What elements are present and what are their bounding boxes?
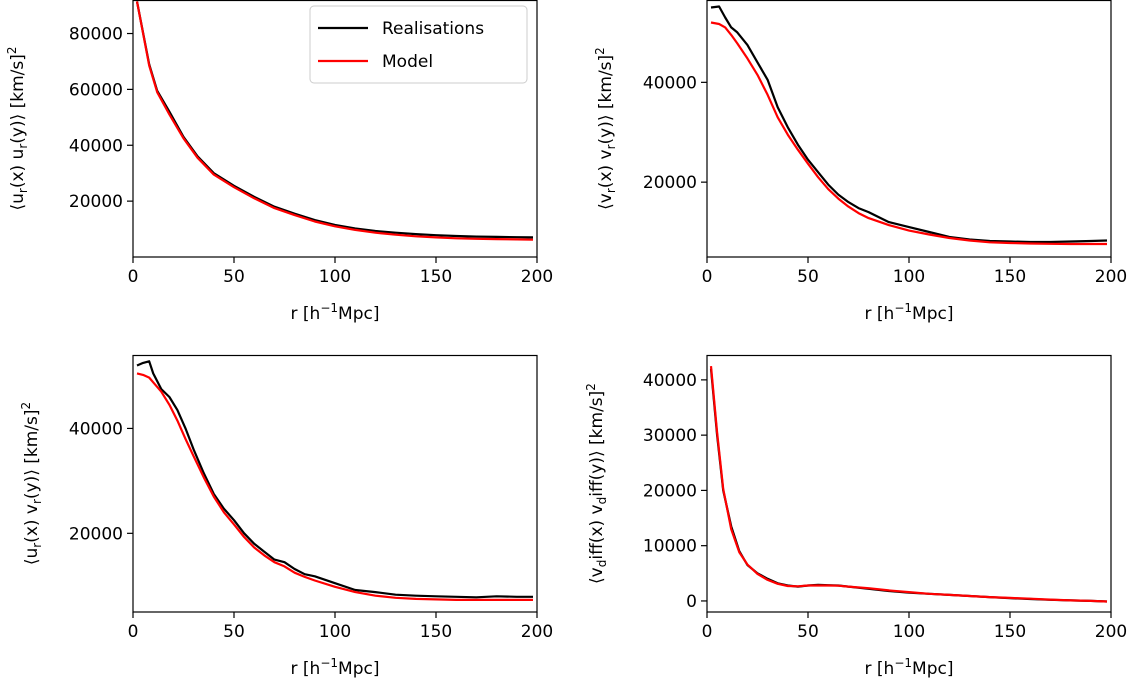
x-axis-label: r [h−1Mpc]: [291, 301, 380, 324]
subplot-4: 0 50 100 150 200 0 10000 20000 30000 40000 r [h−1M…: [584, 354, 1127, 679]
y-tick-label: 40000: [69, 419, 123, 439]
axes-frame: [706, 354, 1112, 613]
y-tick-label: 80000: [69, 25, 123, 45]
y-tick-label: 40000: [643, 371, 697, 391]
y-axis-label: ⟨ur(x) vr(y)⟩ [km/s]2: [19, 402, 44, 565]
x-tick-label: 200: [1095, 267, 1127, 287]
y-axis-label: ⟨vr(x) vr(y)⟩ [km/s]2: [593, 47, 618, 210]
x-tick-label: 200: [1095, 622, 1127, 642]
x-axis-label: r [h−1Mpc]: [865, 656, 954, 679]
subplot-1: 0 50 100 150 200 20000 40000 60000 80000 r [h−1Mp…: [5, 0, 553, 324]
x-tick-label: 100: [319, 622, 351, 642]
x-tick-label: 200: [521, 622, 553, 642]
x-tick-label: 0: [702, 267, 713, 287]
x-tick-label: 150: [420, 267, 452, 287]
x-tick-label: 50: [223, 622, 245, 642]
y-tick-label: 60000: [69, 80, 123, 100]
legend-box: [309, 5, 528, 84]
x-tick-label: 150: [420, 622, 452, 642]
y-axis-label: ⟨vdiff(x) vdiff(y)⟩ [km/s]2: [584, 383, 609, 584]
x-tick-label: 0: [702, 622, 713, 642]
axes-frame: [706, 0, 1112, 258]
x-tick-label: 0: [128, 622, 139, 642]
x-axis-label: r [h−1Mpc]: [865, 301, 954, 324]
y-tick-label: 40000: [69, 136, 123, 156]
y-tick-label: 20000: [643, 481, 697, 501]
x-tick-label: 0: [128, 267, 139, 287]
y-tick-label: 30000: [643, 426, 697, 446]
legend-label-realisations: Realisations: [382, 19, 484, 39]
x-axis-label: r [h−1Mpc]: [291, 656, 380, 679]
y-tick-label: 20000: [643, 173, 697, 193]
y-tick-label: 20000: [69, 524, 123, 544]
series-line-realisations: [710, 5, 1108, 244]
axes-frame: [132, 354, 538, 613]
legend-label-model: Model: [382, 52, 433, 72]
subplot-2: 0 50 100 150 200 20000 40000 r [h−1Mpc] ⟨vr(x) v…: [593, 0, 1127, 324]
x-tick-label: 200: [521, 267, 553, 287]
x-tick-label: 100: [893, 622, 925, 642]
x-tick-label: 50: [223, 267, 245, 287]
y-tick-label: 0: [686, 592, 697, 612]
series-line-model: [136, 372, 533, 601]
x-tick-label: 100: [319, 267, 351, 287]
legend: Realisations Model: [309, 5, 528, 84]
series-line-model: [710, 21, 1107, 246]
x-tick-label: 50: [797, 622, 819, 642]
y-axis-label: ⟨ur(x) ur(y)⟩ [km/s]2: [5, 46, 30, 210]
series-line-model: [135, 1, 534, 241]
x-tick-label: 150: [994, 267, 1026, 287]
y-tick-label: 10000: [643, 537, 697, 557]
series-line-realisations: [709, 368, 1108, 603]
x-tick-label: 100: [893, 267, 925, 287]
y-tick-label: 20000: [69, 192, 123, 212]
series-line-model: [709, 365, 1108, 603]
subplot-3: 0 50 100 150 200 20000 40000 r [h−1Mpc] ⟨ur(x) v…: [19, 354, 553, 679]
x-tick-label: 150: [994, 622, 1026, 642]
series-line-realisations: [136, 360, 533, 599]
x-tick-label: 50: [797, 267, 819, 287]
y-tick-label: 40000: [643, 73, 697, 93]
